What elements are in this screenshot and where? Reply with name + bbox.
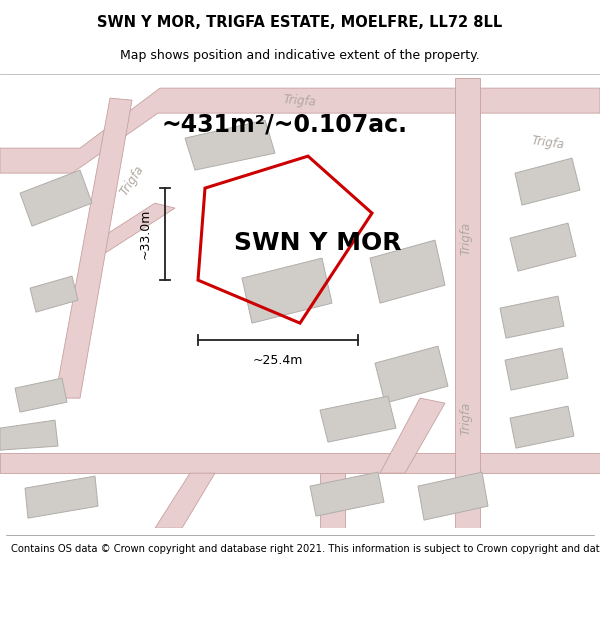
Polygon shape — [320, 473, 345, 528]
Polygon shape — [155, 473, 215, 528]
Text: Contains OS data © Crown copyright and database right 2021. This information is : Contains OS data © Crown copyright and d… — [11, 544, 600, 554]
Text: ~431m²/~0.107ac.: ~431m²/~0.107ac. — [162, 112, 408, 136]
Text: ~33.0m: ~33.0m — [139, 209, 152, 259]
Text: Map shows position and indicative extent of the property.: Map shows position and indicative extent… — [120, 49, 480, 62]
Text: SWN Y MOR: SWN Y MOR — [234, 231, 402, 255]
Polygon shape — [510, 406, 574, 448]
Polygon shape — [320, 396, 396, 442]
Text: Trigfa: Trigfa — [118, 162, 146, 198]
Polygon shape — [30, 276, 78, 312]
Text: Trigfa: Trigfa — [460, 221, 473, 255]
Polygon shape — [455, 78, 480, 528]
Polygon shape — [370, 240, 445, 303]
Polygon shape — [242, 258, 332, 323]
Polygon shape — [0, 420, 58, 450]
Polygon shape — [310, 472, 384, 516]
Polygon shape — [0, 88, 600, 173]
Polygon shape — [418, 472, 488, 520]
Text: SWN Y MOR, TRIGFA ESTATE, MOELFRE, LL72 8LL: SWN Y MOR, TRIGFA ESTATE, MOELFRE, LL72 … — [97, 14, 503, 29]
Polygon shape — [85, 203, 175, 253]
Polygon shape — [380, 398, 445, 473]
Polygon shape — [15, 378, 67, 412]
Polygon shape — [510, 223, 576, 271]
Text: Trigfa: Trigfa — [530, 134, 565, 152]
Polygon shape — [20, 170, 92, 226]
Polygon shape — [500, 296, 564, 338]
Polygon shape — [505, 348, 568, 390]
Polygon shape — [0, 453, 600, 473]
Polygon shape — [515, 158, 580, 205]
Text: Trigfa: Trigfa — [460, 401, 473, 435]
Polygon shape — [185, 120, 275, 170]
Polygon shape — [55, 98, 132, 398]
Text: Trigfa: Trigfa — [283, 93, 317, 109]
Polygon shape — [25, 476, 98, 518]
Text: ~25.4m: ~25.4m — [253, 354, 303, 367]
Polygon shape — [375, 346, 448, 403]
